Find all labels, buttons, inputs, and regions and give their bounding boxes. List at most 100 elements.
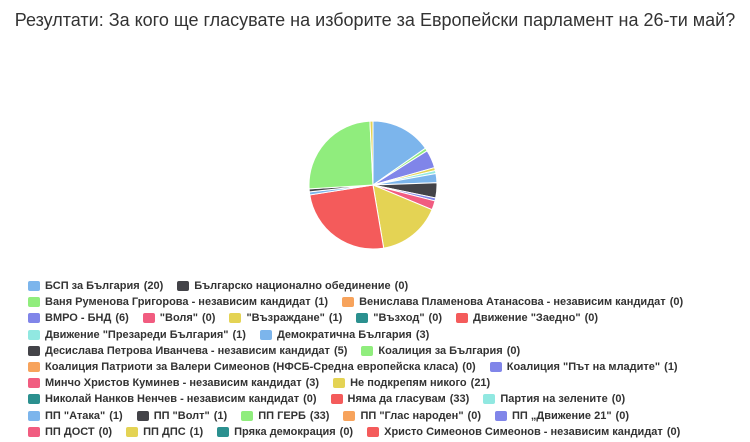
legend-value: (0) (611, 393, 626, 406)
legend-label: Не подкрепям никого (350, 377, 467, 390)
legend-value: (0) (394, 280, 409, 293)
legend-item: Ваня Руменова Григорова - независим канд… (28, 294, 328, 310)
legend-label: Коалиция за България (378, 344, 503, 357)
pie-slice (372, 120, 427, 186)
legend-swatch (177, 281, 190, 292)
legend-label: Ваня Руменова Григорова - независим канд… (45, 296, 311, 309)
legend-item: Венислава Пламенова Атанасова - независи… (342, 294, 683, 310)
legend-label: ПП ГЕРБ (258, 409, 306, 422)
legend-swatch (28, 378, 40, 389)
legend-swatch (28, 426, 40, 437)
legend-label: Десислава Петрова Иванчева - независим к… (45, 344, 330, 357)
legend-label: Демократична България (276, 328, 412, 341)
legend-value: (1) (232, 328, 246, 341)
legend-swatch (483, 394, 496, 405)
legend-value: (33) (309, 409, 330, 422)
legend-swatch (330, 394, 343, 405)
legend-label: ПП „Движение 21" (512, 409, 612, 422)
legend-label: ПП "Глас народен" (360, 409, 464, 422)
legend-swatch (28, 345, 40, 356)
legend-item: ПП ДПС (1) (126, 424, 203, 440)
legend-label: ПП "Волт" (153, 409, 210, 422)
legend-item: "Възход" (0) (356, 310, 442, 326)
pie-slice (372, 184, 433, 249)
legend-value: (3) (415, 328, 430, 341)
legend-item: Движение "Заедно" (0) (456, 310, 598, 326)
legend-label: Христо Симеонов Симеонов - независим кан… (384, 425, 663, 438)
legend-label: Коалиция Патриоти за Валери Симеонов (НФ… (45, 361, 459, 374)
legend-value: (0) (669, 296, 684, 309)
legend-swatch (456, 313, 468, 324)
legend-item: ПП "Атака" (1) (28, 408, 123, 424)
legend-item: Партия на зелените (0) (483, 391, 625, 407)
legend-swatch (217, 426, 230, 437)
legend-item: БСП за България (20) (28, 278, 163, 294)
chart (308, 120, 438, 250)
legend-label: Българско национално обединение (194, 280, 391, 293)
legend-swatch (126, 426, 139, 437)
legend-label: Движение "Заедно" (473, 312, 581, 325)
legend-value: (0) (615, 409, 629, 422)
legend-label: Партия на зелените (500, 393, 608, 406)
legend-item: ПП "Волт" (1) (136, 408, 227, 424)
legend-label: Пряка демокрация (234, 425, 336, 438)
legend-swatch (489, 362, 502, 373)
legend-value: (0) (467, 409, 481, 422)
legend-item: Пряка демокрация (0) (217, 424, 353, 440)
legend-item: Десислава Петрова Иванчева - независим к… (28, 343, 347, 359)
legend-label: Минчо Христов Куминев - независим кандид… (45, 377, 302, 390)
legend-item: ПП "Глас народен" (0) (343, 408, 481, 424)
legend-value: (1) (189, 425, 204, 438)
legend-item: Коалиция "Път на младите" (1) (489, 359, 678, 375)
legend-label: ПП "Атака" (45, 409, 106, 422)
legend-swatch (241, 410, 254, 421)
legend-swatch (28, 394, 40, 405)
legend-item: "Възраждане" (1) (229, 310, 342, 326)
legend: БСП за България (20) Българско национално … (28, 278, 728, 440)
legend-swatch (367, 426, 380, 437)
legend-value: (20) (143, 280, 164, 293)
legend-item: ПП „Движение 21" (0) (495, 408, 629, 424)
legend-label: ВМРО - БНД (45, 312, 112, 325)
legend-swatch (28, 362, 40, 373)
legend-item: "Воля" (0) (142, 310, 216, 326)
legend-value: (1) (328, 312, 343, 325)
legend-swatch (343, 410, 356, 421)
legend-value: (3) (305, 377, 320, 390)
legend-item: ВМРО - БНД (6) (28, 310, 129, 326)
legend-value: (1) (109, 409, 123, 422)
legend-item: Българско национално обединение (0) (177, 278, 408, 294)
legend-swatch (333, 378, 346, 389)
legend-swatch (361, 345, 374, 356)
legend-label: "Възход" (373, 312, 425, 325)
legend-value: (1) (314, 296, 329, 309)
legend-swatch (495, 410, 507, 421)
legend-label: ПП ДОСТ (45, 425, 95, 438)
legend-item: Николай Нанков Ненчев - независим кандид… (28, 391, 317, 407)
legend-value: (33) (449, 393, 470, 406)
legend-label: "Възраждане" (246, 312, 325, 325)
legend-item: ПП ГЕРБ (33) (241, 408, 329, 424)
legend-value: (0) (339, 425, 354, 438)
legend-value: (0) (428, 312, 442, 325)
legend-value: (0) (202, 312, 216, 325)
pie-slice (369, 120, 374, 186)
legend-value: (21) (470, 377, 491, 390)
legend-item: Христо Симеонов Симеонов - независим кан… (367, 424, 680, 440)
legend-value: (0) (584, 312, 599, 325)
legend-label: Коалиция "Път на младите" (506, 361, 661, 374)
legend-label: "Воля" (159, 312, 199, 325)
legend-label: Венислава Пламенова Атанасова - независи… (359, 296, 666, 309)
legend-item: Не подкрепям никого (21) (333, 375, 490, 391)
pie-slice (308, 120, 374, 190)
legend-swatch (229, 313, 242, 324)
legend-item: Демократична България (3) (259, 327, 430, 343)
legend-swatch (342, 297, 355, 308)
legend-label: Няма да гласувам (347, 393, 446, 406)
legend-swatch (142, 313, 155, 324)
legend-swatch (28, 329, 40, 340)
legend-item: Движение "Презареди България" (1) (28, 327, 246, 343)
legend-item: Коалиция за България (0) (361, 343, 520, 359)
legend-value: (0) (666, 425, 681, 438)
legend-value: (0) (98, 425, 113, 438)
